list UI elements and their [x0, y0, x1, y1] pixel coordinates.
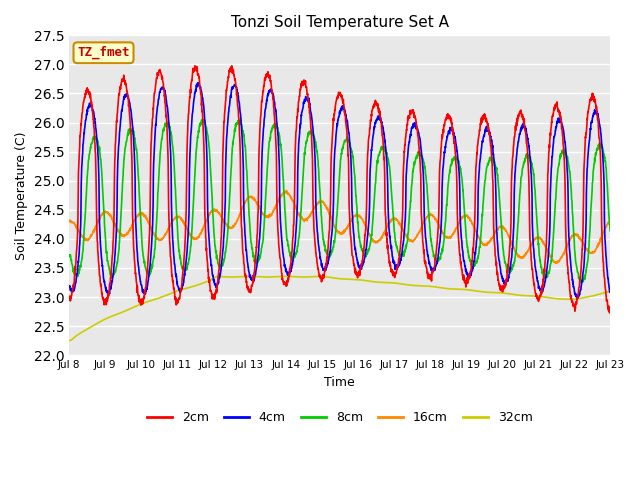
Legend: 2cm, 4cm, 8cm, 16cm, 32cm: 2cm, 4cm, 8cm, 16cm, 32cm	[142, 406, 538, 429]
Text: TZ_fmet: TZ_fmet	[77, 46, 130, 60]
X-axis label: Time: Time	[324, 376, 355, 389]
Title: Tonzi Soil Temperature Set A: Tonzi Soil Temperature Set A	[231, 15, 449, 30]
Y-axis label: Soil Temperature (C): Soil Temperature (C)	[15, 131, 28, 260]
